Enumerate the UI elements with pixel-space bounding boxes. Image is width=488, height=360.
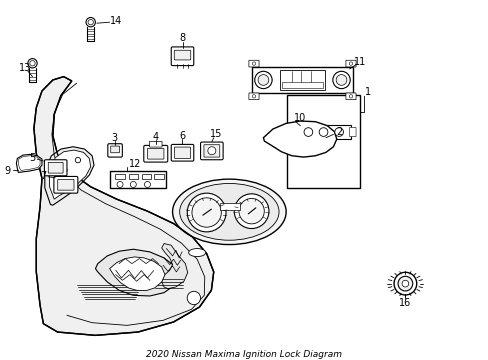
Circle shape [401, 280, 408, 287]
Bar [154, 174, 163, 179]
Circle shape [348, 95, 352, 98]
Bar [282, 82, 322, 87]
Bar [251, 67, 353, 93]
Circle shape [144, 181, 150, 188]
Polygon shape [109, 257, 164, 291]
FancyBboxPatch shape [171, 47, 193, 66]
Text: 16: 16 [399, 298, 411, 308]
Bar [142, 174, 151, 179]
Polygon shape [95, 249, 178, 296]
Text: 10: 10 [294, 113, 306, 123]
Polygon shape [45, 147, 94, 205]
Ellipse shape [179, 184, 279, 240]
Circle shape [239, 198, 264, 224]
Circle shape [319, 128, 327, 136]
Circle shape [88, 19, 93, 25]
Text: 15: 15 [209, 129, 222, 139]
Ellipse shape [172, 179, 285, 244]
FancyBboxPatch shape [107, 144, 122, 157]
Circle shape [192, 198, 221, 227]
Text: 12: 12 [128, 159, 141, 170]
Polygon shape [263, 121, 336, 157]
FancyBboxPatch shape [293, 127, 300, 137]
Text: 14: 14 [109, 16, 122, 26]
Circle shape [304, 128, 312, 136]
Bar [109, 171, 166, 188]
FancyBboxPatch shape [345, 93, 355, 100]
FancyBboxPatch shape [44, 160, 67, 176]
FancyBboxPatch shape [248, 93, 259, 100]
FancyBboxPatch shape [149, 141, 162, 147]
Polygon shape [173, 185, 226, 222]
FancyBboxPatch shape [174, 147, 190, 158]
FancyBboxPatch shape [345, 60, 355, 67]
Text: 8: 8 [179, 33, 185, 43]
Polygon shape [34, 77, 213, 336]
FancyBboxPatch shape [349, 127, 355, 137]
Text: 6: 6 [179, 131, 185, 141]
Circle shape [187, 193, 225, 232]
Circle shape [86, 18, 95, 27]
Polygon shape [17, 154, 42, 172]
Text: 2: 2 [335, 127, 342, 137]
Circle shape [207, 147, 215, 155]
Polygon shape [49, 150, 90, 199]
Text: 4: 4 [152, 132, 158, 142]
Text: 9: 9 [5, 166, 11, 176]
Circle shape [130, 181, 136, 188]
FancyBboxPatch shape [54, 176, 78, 193]
Text: 1: 1 [364, 87, 370, 96]
FancyBboxPatch shape [110, 146, 119, 153]
Text: 13: 13 [19, 63, 31, 73]
Circle shape [252, 62, 255, 65]
Circle shape [397, 276, 412, 291]
FancyBboxPatch shape [174, 50, 190, 60]
Text: 2020 Nissan Maxima Ignition Lock Diagram: 2020 Nissan Maxima Ignition Lock Diagram [146, 350, 342, 359]
Bar [286, 95, 360, 189]
Circle shape [117, 181, 123, 188]
Circle shape [30, 60, 35, 66]
Text: 3: 3 [112, 133, 118, 143]
FancyBboxPatch shape [143, 145, 167, 162]
Circle shape [258, 75, 268, 85]
Text: 11: 11 [354, 57, 366, 67]
FancyBboxPatch shape [48, 162, 63, 173]
FancyBboxPatch shape [203, 145, 219, 157]
Bar [128, 174, 138, 179]
Bar [280, 70, 325, 90]
Text: 7: 7 [40, 171, 46, 181]
Bar [115, 174, 124, 179]
Circle shape [332, 71, 349, 89]
Text: 5: 5 [29, 153, 36, 163]
Circle shape [348, 62, 352, 65]
Circle shape [60, 167, 67, 174]
Circle shape [28, 59, 37, 68]
Circle shape [234, 194, 268, 229]
Polygon shape [162, 244, 187, 289]
Circle shape [334, 128, 343, 136]
FancyBboxPatch shape [147, 148, 163, 159]
Circle shape [335, 75, 346, 85]
Ellipse shape [188, 248, 205, 257]
Circle shape [187, 291, 200, 305]
Circle shape [254, 71, 271, 89]
Circle shape [393, 272, 416, 295]
FancyBboxPatch shape [248, 60, 259, 67]
FancyBboxPatch shape [58, 179, 74, 190]
FancyBboxPatch shape [171, 144, 193, 161]
FancyBboxPatch shape [200, 142, 223, 160]
Bar [220, 203, 239, 210]
Bar [298, 125, 350, 139]
Circle shape [75, 157, 81, 163]
Circle shape [252, 95, 255, 98]
